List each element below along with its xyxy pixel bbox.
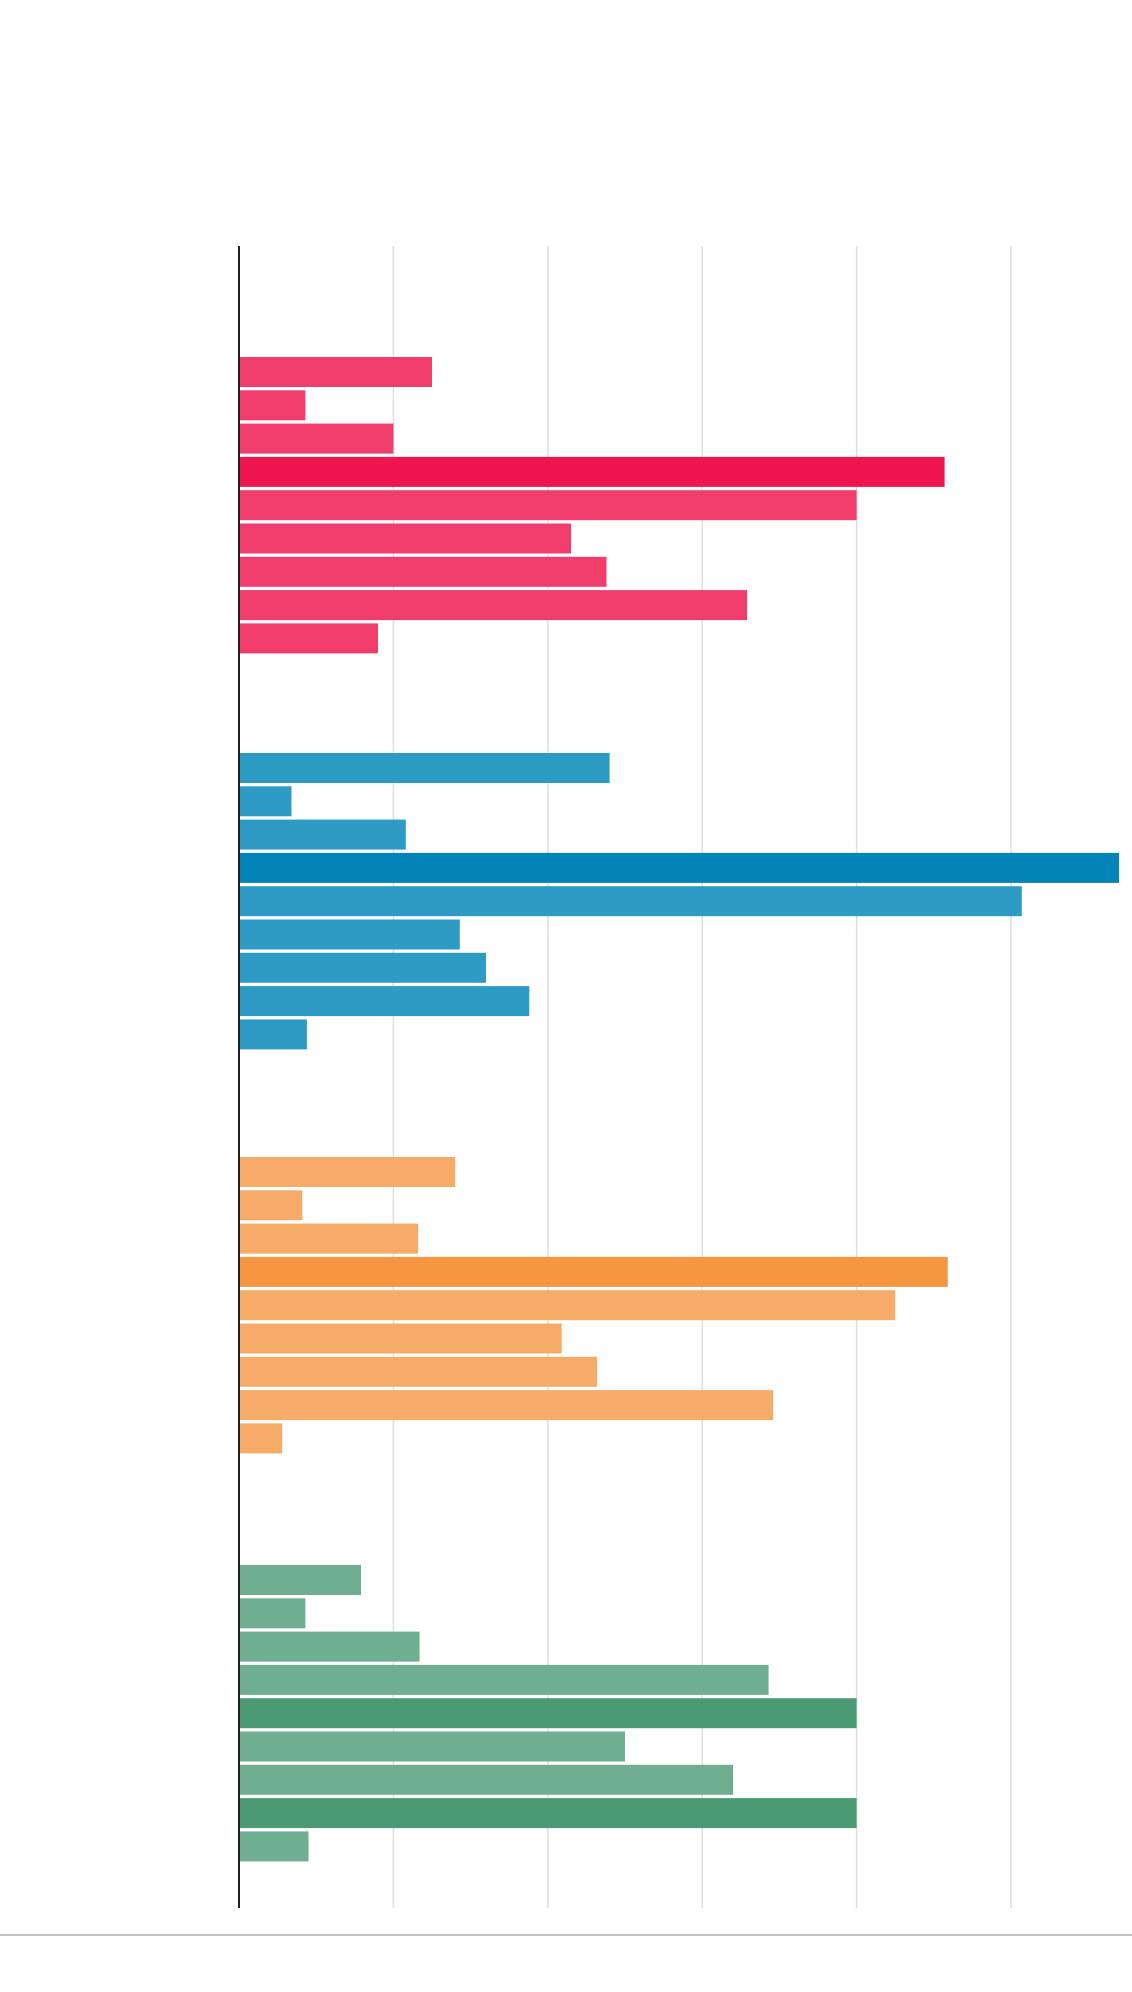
bar xyxy=(240,1831,309,1862)
bar xyxy=(240,1323,562,1354)
bar xyxy=(240,623,378,654)
bar xyxy=(240,986,530,1017)
bar xyxy=(240,357,432,387)
bar xyxy=(240,1698,857,1729)
bar xyxy=(240,523,571,554)
bar xyxy=(240,1290,896,1321)
bar xyxy=(240,1598,306,1629)
bar xyxy=(240,1731,625,1762)
bar-group-2 xyxy=(240,753,1120,1050)
bar xyxy=(240,1019,307,1050)
bar xyxy=(240,1256,948,1287)
bar xyxy=(240,1565,361,1595)
bar xyxy=(240,1190,303,1221)
bar xyxy=(240,456,945,487)
bar xyxy=(240,1223,419,1254)
bar xyxy=(240,1798,857,1829)
bar xyxy=(240,1157,456,1187)
bar xyxy=(240,852,1120,883)
bar-group-4 xyxy=(240,1565,857,1862)
bar xyxy=(240,490,857,521)
bar xyxy=(240,952,486,983)
bar xyxy=(240,1664,769,1695)
bar xyxy=(240,919,460,950)
bar xyxy=(240,556,607,587)
bar xyxy=(240,590,747,621)
bar xyxy=(240,1631,420,1662)
bar xyxy=(240,886,1022,917)
bar xyxy=(240,1356,598,1387)
bar xyxy=(240,753,610,783)
bar xyxy=(240,423,394,454)
bar xyxy=(240,390,306,421)
gridlines xyxy=(392,246,1012,1908)
bar xyxy=(240,1764,734,1795)
bar xyxy=(240,819,406,850)
bar-group-3 xyxy=(240,1157,948,1454)
bar xyxy=(240,1390,774,1421)
bar-group-1 xyxy=(240,357,945,654)
bar-groups xyxy=(240,357,1120,1862)
bar xyxy=(240,786,292,817)
bar xyxy=(240,1423,283,1454)
